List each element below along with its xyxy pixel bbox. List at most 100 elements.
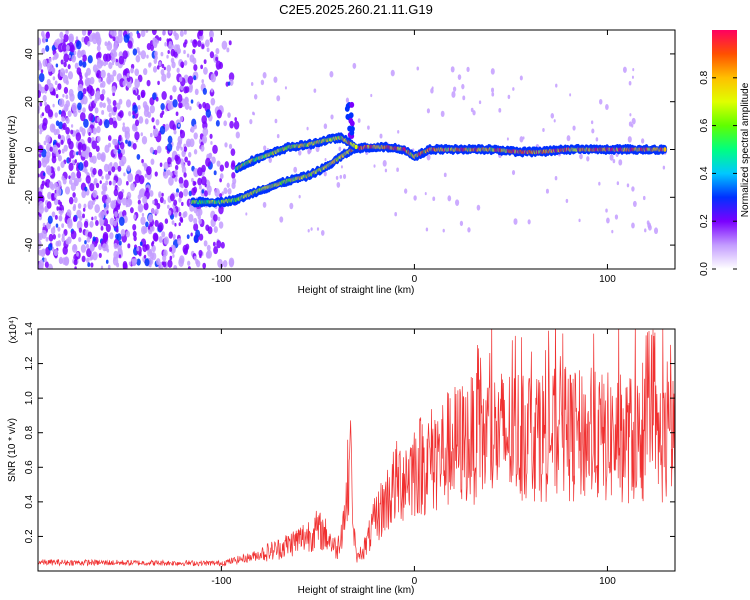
snr-series-line <box>38 329 675 568</box>
heatmap-cell <box>42 159 47 168</box>
heatmap-cell <box>274 118 278 124</box>
heatmap-cell <box>52 225 56 230</box>
heatmap-cell <box>111 55 116 63</box>
heatmap-cell <box>193 75 197 81</box>
snr-y-tick-label: 1.2 <box>24 356 35 370</box>
heatmap-cell <box>160 51 164 57</box>
heatmap-cell <box>137 199 141 205</box>
heatmap-cell <box>123 34 130 43</box>
heatmap-cell <box>127 243 131 249</box>
heatmap-cell <box>60 110 67 119</box>
heatmap-cell <box>253 94 258 100</box>
heatmap-cell <box>262 72 267 79</box>
heatmap-cell <box>323 123 328 130</box>
heatmap-cell <box>187 75 194 85</box>
heatmap-cell <box>108 180 112 186</box>
heatmap-cell <box>187 266 191 269</box>
heatmap-cell <box>62 93 65 98</box>
colorbar-tick-label: 0.8 <box>699 70 710 84</box>
heatmap-cell <box>55 120 60 127</box>
heatmap-cell <box>221 191 224 196</box>
heatmap-cell <box>163 249 168 257</box>
spectrogram-panel: -100 0 100 -40 -20 0 20 40 Height of straight … <box>7 29 676 296</box>
heatmap-cell <box>100 153 105 162</box>
heatmap-cell <box>370 93 373 98</box>
heatmap-cell <box>161 192 164 197</box>
heatmap-cell <box>78 60 83 67</box>
heatmap-cell <box>81 255 86 263</box>
heatmap-cell <box>628 81 632 86</box>
heatmap-cell <box>90 262 94 268</box>
heatmap-cell <box>59 31 64 39</box>
heatmap-cell <box>263 145 267 151</box>
heatmap-cell <box>58 121 64 130</box>
heatmap-cell <box>45 236 49 242</box>
heatmap-cell <box>74 62 79 70</box>
heatmap-cell <box>132 114 135 119</box>
heatmap-cell <box>179 30 184 37</box>
heatmap-cell <box>98 244 102 251</box>
heatmap-cell <box>119 112 122 117</box>
heatmap-cell <box>42 59 48 67</box>
heatmap-cell <box>87 31 91 36</box>
heatmap-cell <box>173 44 179 52</box>
heatmap-cell <box>140 91 145 99</box>
heatmap-cell <box>205 157 211 167</box>
heatmap-cell <box>591 128 595 134</box>
heatmap-cell <box>586 156 590 162</box>
heatmap-cell <box>178 191 184 199</box>
heatmap-cell <box>622 66 627 73</box>
heatmap-cell <box>210 97 216 106</box>
heatmap-cell <box>77 141 83 151</box>
heatmap-cell <box>83 160 89 168</box>
heatmap-cell <box>55 94 59 99</box>
heatmap-cell <box>82 132 86 137</box>
heatmap-cell <box>316 227 320 231</box>
heatmap-cell <box>122 122 125 127</box>
heatmap-cell <box>87 41 91 47</box>
heatmap-cell <box>198 103 202 110</box>
heatmap-cell <box>169 120 175 130</box>
heatmap-cell <box>105 60 109 65</box>
heatmap-cell <box>555 83 558 88</box>
heatmap-cell <box>78 227 83 233</box>
heatmap-cell <box>137 194 142 200</box>
heatmap-cell <box>203 67 208 75</box>
heatmap-cell <box>39 102 43 107</box>
heatmap-cell <box>189 138 195 148</box>
heatmap-cell <box>226 47 230 53</box>
heatmap-cell <box>153 58 158 64</box>
heatmap-cell <box>491 87 495 93</box>
heatmap-cell <box>324 157 327 162</box>
heatmap-cell <box>146 165 152 176</box>
heatmap-cell <box>452 86 457 92</box>
heatmap-cell <box>105 259 109 264</box>
heatmap-cell <box>76 170 82 179</box>
heatmap-cell <box>293 166 298 173</box>
heatmap-cell <box>93 180 97 186</box>
heatmap-cell <box>167 102 173 111</box>
heatmap-cell <box>51 211 56 218</box>
heatmap-cell <box>122 50 128 60</box>
heatmap-cell <box>141 135 148 145</box>
heatmap-cell <box>68 35 74 44</box>
heatmap-cell <box>218 205 224 215</box>
colorbar-gradient <box>712 30 737 269</box>
heatmap-cell <box>171 220 175 225</box>
heatmap-cell <box>113 42 119 51</box>
heatmap-cell <box>117 148 121 154</box>
heatmap-cell <box>228 143 233 150</box>
heatmap-cell <box>183 188 189 197</box>
heatmap-cell <box>45 165 52 175</box>
heatmap-cell <box>94 98 98 104</box>
spectrogram-y-tick-label: 40 <box>24 48 35 60</box>
heatmap-cell <box>209 30 213 37</box>
heatmap-cell <box>89 220 94 228</box>
heatmap-cell <box>60 139 64 145</box>
heatmap-cell <box>221 40 228 50</box>
heatmap-cell <box>200 145 205 152</box>
heatmap-cell <box>307 228 310 233</box>
heatmap-cell <box>631 117 636 125</box>
heatmap-cell <box>123 172 126 177</box>
heatmap-cell <box>40 248 46 258</box>
